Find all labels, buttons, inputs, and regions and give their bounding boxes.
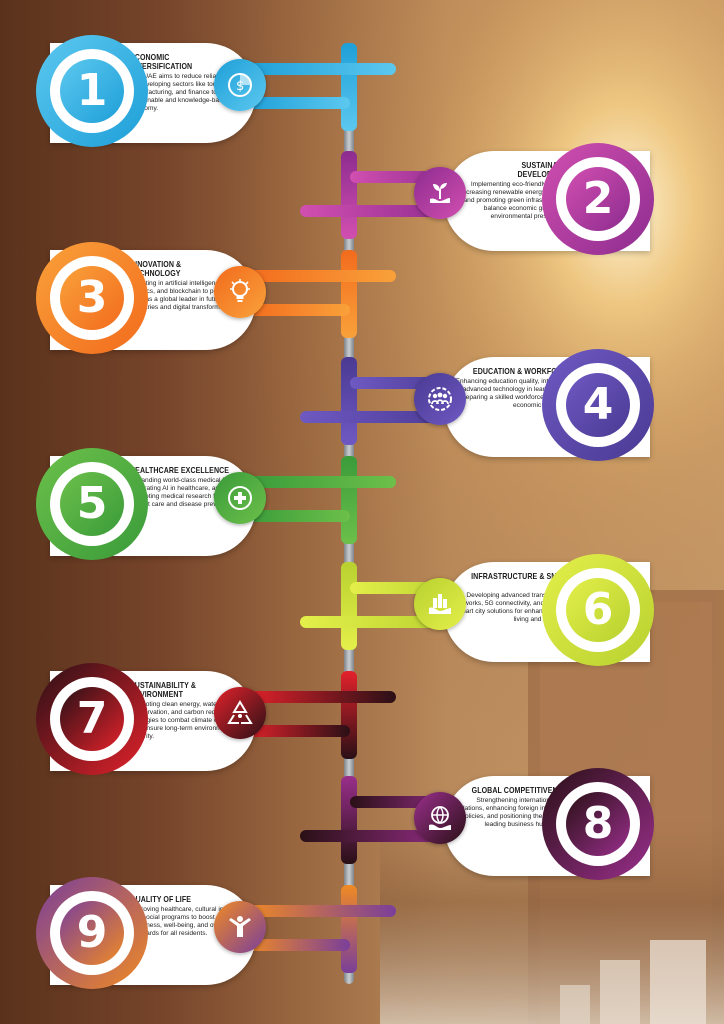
healthcare-hands-icon (214, 472, 266, 524)
globe-hand-icon (414, 792, 466, 844)
step-title: HEALTHCARE EXCELLENCE (130, 466, 230, 475)
plant-hand-icon (414, 167, 466, 219)
step-title: SUSTAINABILITY & ENVIRONMENT (130, 681, 197, 699)
connector-bar (246, 691, 396, 703)
dollar-chart-icon: $ (214, 59, 266, 111)
step-number-circle: 5 (36, 448, 148, 560)
step-title: INNOVATION & TECHNOLOGY (130, 260, 182, 278)
step-number: 8 (566, 792, 630, 856)
connector-bar (246, 476, 396, 488)
step-number-circle: 7 (36, 663, 148, 775)
step-number: 3 (60, 266, 124, 330)
connector-bar (246, 725, 350, 737)
step-title: ECONOMIC DIVERSIFICATION (130, 53, 193, 71)
timeline-segment (341, 357, 357, 445)
connector-bar (246, 63, 396, 75)
timeline-segment (341, 671, 357, 759)
step-number-circle: 6 (542, 554, 654, 666)
step-number: 1 (60, 59, 124, 123)
step-number-circle: 3 (36, 242, 148, 354)
step-description: Strengthening international trade relati… (457, 797, 572, 828)
connector-bar (246, 304, 350, 316)
team-gear-icon (414, 373, 466, 425)
step-description: Implementing eco-friendly policies, incr… (460, 181, 572, 220)
timeline-segment (341, 885, 357, 973)
step-description: Improving healthcare, cultural initiativ… (130, 906, 248, 937)
timeline-segment (341, 456, 357, 544)
step-number-circle: 2 (542, 143, 654, 255)
connector-bar (246, 510, 350, 522)
step-number-circle: 1 (36, 35, 148, 147)
step-title: EDUCATION & WORKFORCE (472, 367, 572, 376)
recycle-icon (214, 687, 266, 739)
step-description: Investing in artificial intelligence, ro… (130, 280, 244, 311)
timeline-segment (341, 151, 357, 239)
connector-bar (246, 939, 350, 951)
timeline-segment (341, 43, 357, 131)
timeline-segment (341, 776, 357, 864)
step-number-circle: 8 (542, 768, 654, 880)
step-number: 2 (566, 167, 630, 231)
step-number: 6 (566, 578, 630, 642)
step-title: GLOBAL COMPETITIVENESS (471, 786, 572, 795)
step-text: GLOBAL COMPETITIVENESS Strengthening inte… (454, 786, 572, 829)
step-title: SUSTAINABLE DEVELOPMENT (517, 161, 572, 179)
timeline-segment (341, 562, 357, 650)
connector-bar (246, 270, 396, 282)
step-text: QUALITY OF LIFE Improving healthcare, cul… (130, 895, 248, 938)
smart-city-hand-icon (414, 578, 466, 630)
step-number: 7 (60, 687, 124, 751)
step-text: HEALTHCARE EXCELLENCE Expanding world-cla… (130, 466, 248, 509)
step-description: Expanding world-class medical facilities… (130, 477, 248, 508)
step-number: 9 (60, 901, 124, 965)
step-title: QUALITY OF LIFE (130, 895, 192, 904)
connector-bar (246, 905, 396, 917)
svg-text:$: $ (236, 79, 244, 94)
connector-bar (246, 97, 350, 109)
timeline-segment (341, 250, 357, 338)
step-number: 4 (566, 373, 630, 437)
happy-person-icon (214, 901, 266, 953)
step-text: INNOVATION & TECHNOLOGY Investing in arti… (130, 260, 248, 312)
step-number-circle: 4 (542, 349, 654, 461)
step-number: 5 (60, 472, 124, 536)
step-text: SUSTAINABLE DEVELOPMENT Implementing eco-… (454, 161, 572, 221)
lightbulb-icon (214, 266, 266, 318)
step-number-circle: 9 (36, 877, 148, 989)
